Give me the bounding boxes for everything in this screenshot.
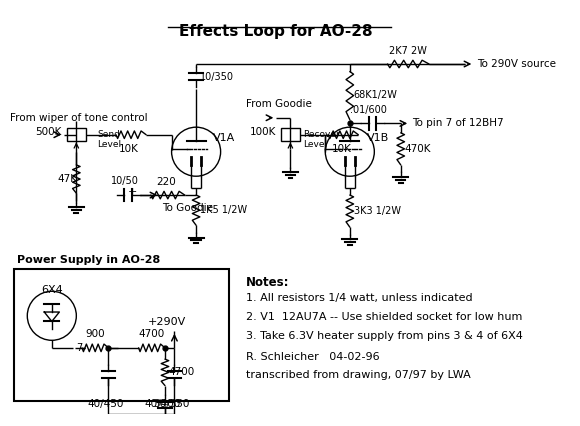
Text: 470K: 470K bbox=[404, 144, 431, 154]
Text: From Goodie: From Goodie bbox=[246, 98, 312, 109]
Text: Power Supply in AO-28: Power Supply in AO-28 bbox=[17, 255, 160, 265]
Text: 10/350: 10/350 bbox=[200, 72, 234, 81]
Text: Effects Loop for AO-28: Effects Loop for AO-28 bbox=[179, 24, 373, 39]
Text: From wiper of tone control: From wiper of tone control bbox=[10, 113, 148, 123]
Text: R. Schleicher   04-02-96: R. Schleicher 04-02-96 bbox=[246, 351, 380, 362]
Text: Send
Level: Send Level bbox=[97, 130, 121, 150]
Text: 100K: 100K bbox=[250, 127, 276, 137]
Text: 3. Take 6.3V heater supply from pins 3 & 4 of 6X4: 3. Take 6.3V heater supply from pins 3 &… bbox=[246, 331, 523, 341]
Text: 900: 900 bbox=[85, 329, 105, 340]
Text: transcribed from drawing, 07/97 by LWA: transcribed from drawing, 07/97 by LWA bbox=[246, 371, 471, 380]
Text: Notes:: Notes: bbox=[246, 276, 289, 289]
Text: Recover
Level: Recover Level bbox=[303, 130, 339, 150]
Text: To Goodie: To Goodie bbox=[162, 203, 213, 213]
Text: 68K1/2W: 68K1/2W bbox=[354, 90, 397, 100]
Text: 4700: 4700 bbox=[169, 367, 195, 377]
Text: 500K: 500K bbox=[35, 127, 61, 137]
Text: 7: 7 bbox=[77, 343, 82, 353]
Text: 4700: 4700 bbox=[139, 329, 165, 340]
Text: .01/600: .01/600 bbox=[350, 105, 387, 115]
Bar bbox=[14, 269, 229, 401]
Text: 1. All resistors 1/4 watt, unless indicated: 1. All resistors 1/4 watt, unless indica… bbox=[246, 293, 473, 303]
Text: 40/400: 40/400 bbox=[144, 399, 180, 409]
Text: 1K5 1/2W: 1K5 1/2W bbox=[200, 205, 247, 215]
Text: V1B: V1B bbox=[367, 132, 389, 143]
Text: 47K: 47K bbox=[57, 174, 78, 184]
Text: 3K3 1/2W: 3K3 1/2W bbox=[354, 206, 401, 216]
Text: 2. V1  12AU7A -- Use shielded socket for low hum: 2. V1 12AU7A -- Use shielded socket for … bbox=[246, 312, 523, 322]
Text: To 290V source: To 290V source bbox=[477, 59, 556, 69]
Text: 10K: 10K bbox=[331, 144, 351, 154]
Text: 2K7 2W: 2K7 2W bbox=[389, 46, 427, 55]
Bar bbox=[281, 128, 300, 141]
Bar bbox=[67, 128, 86, 141]
Text: 10K: 10K bbox=[119, 144, 139, 154]
Text: To pin 7 of 12BH7: To pin 7 of 12BH7 bbox=[412, 118, 503, 128]
Text: 10/50: 10/50 bbox=[111, 176, 139, 186]
Text: +290V: +290V bbox=[148, 317, 186, 327]
Text: 6X4: 6X4 bbox=[41, 285, 63, 295]
Text: 220: 220 bbox=[156, 177, 176, 187]
Text: +: + bbox=[128, 187, 137, 197]
Text: V1A: V1A bbox=[213, 132, 235, 143]
Text: 30/350: 30/350 bbox=[153, 399, 190, 409]
Text: 40/450: 40/450 bbox=[88, 399, 124, 409]
